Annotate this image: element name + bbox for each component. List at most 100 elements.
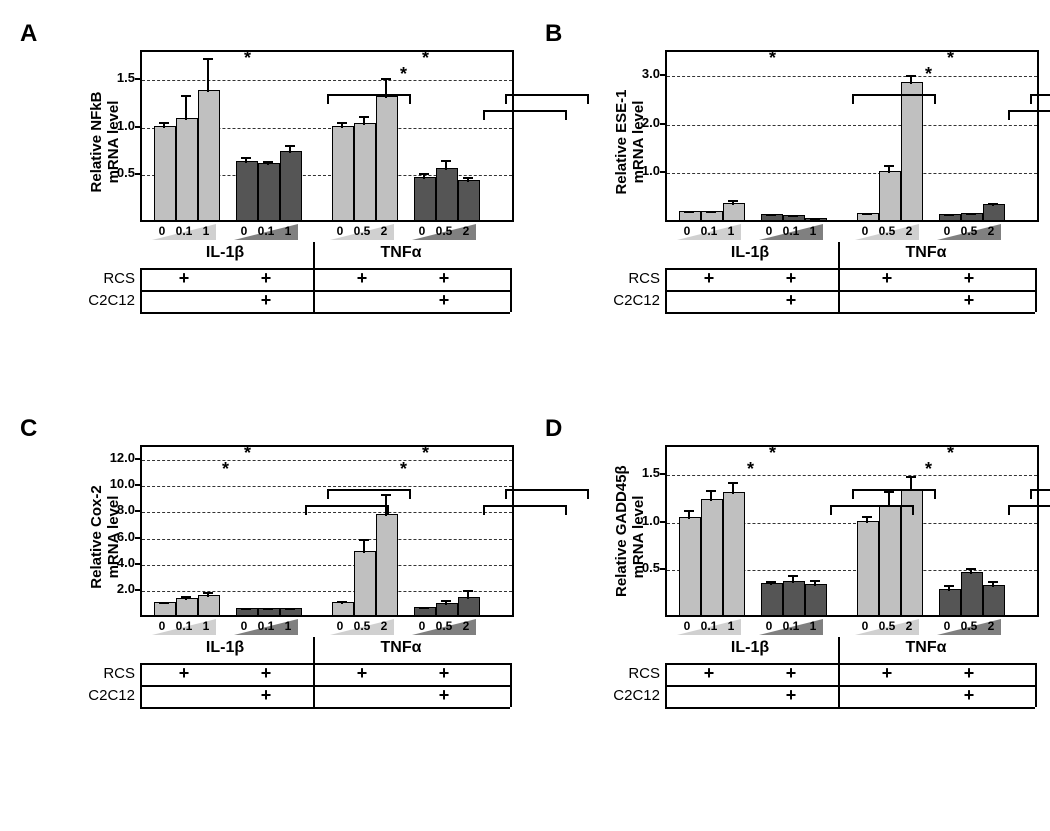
- error-cap: [419, 607, 429, 609]
- error-cap: [862, 213, 872, 215]
- significance-bracket: [325, 487, 413, 501]
- grid-line: [667, 475, 1037, 476]
- cond-mark: +: [436, 268, 452, 289]
- significance-star: *: [769, 443, 776, 464]
- error-cap: [788, 215, 798, 217]
- cond-mark: +: [258, 685, 274, 706]
- cond-row-label: RCS: [75, 665, 135, 682]
- cond-row-label: RCS: [600, 270, 660, 287]
- significance-star: *: [747, 459, 754, 480]
- error-cap: [766, 214, 776, 216]
- error-cap: [159, 602, 169, 604]
- bar: [280, 151, 302, 222]
- error-cap: [359, 539, 369, 541]
- cond-divider: [313, 637, 315, 707]
- x-axis: [665, 220, 1037, 222]
- treatment-label: IL-1β: [185, 639, 265, 657]
- error-cap: [944, 585, 954, 587]
- significance-bracket: [1006, 108, 1050, 122]
- cond-right-border: [1035, 663, 1037, 707]
- panel-label: B: [545, 20, 562, 48]
- dose-label: 2: [452, 619, 480, 633]
- dose-label: 1: [799, 619, 827, 633]
- treatment-label: TNFα: [361, 244, 441, 262]
- bar: [376, 514, 398, 617]
- bar: [236, 161, 258, 223]
- error-cap: [181, 95, 191, 97]
- error-cap: [966, 213, 976, 215]
- bar: [701, 499, 723, 617]
- dose-label: 1: [192, 619, 220, 633]
- bar: [354, 123, 376, 222]
- y-axis-label: Relative Cox-2mRNA level: [88, 477, 122, 597]
- y-tick: [660, 568, 665, 570]
- grid-line: [142, 591, 512, 592]
- grid-line: [667, 76, 1037, 77]
- error-cap: [684, 211, 694, 213]
- chart-area: ***: [140, 50, 514, 222]
- error-bar: [207, 59, 209, 92]
- y-tick: [660, 74, 665, 76]
- y-tick: [135, 563, 140, 565]
- treatment-label: TNFα: [361, 639, 441, 657]
- cond-mark: +: [783, 685, 799, 706]
- cond-mark: +: [961, 663, 977, 684]
- grid-line: [667, 173, 1037, 174]
- bar: [983, 585, 1005, 617]
- dose-label: 1: [192, 224, 220, 238]
- bar: [376, 96, 398, 222]
- y-tick: [660, 473, 665, 475]
- dose-label: 1: [799, 224, 827, 238]
- y-tick: [660, 123, 665, 125]
- error-cap: [337, 122, 347, 124]
- significance-star: *: [947, 48, 954, 69]
- error-cap: [684, 510, 694, 512]
- cond-right-border: [1035, 268, 1037, 312]
- cond-row-label: C2C12: [75, 292, 135, 309]
- significance-star: *: [244, 443, 251, 464]
- error-cap: [988, 203, 998, 205]
- y-tick: [135, 510, 140, 512]
- cond-table-top: [665, 268, 1035, 270]
- error-bar: [467, 591, 469, 599]
- bar: [414, 177, 436, 222]
- cond-mark: +: [783, 290, 799, 311]
- significance-star: *: [925, 459, 932, 480]
- treatment-label: TNFα: [886, 244, 966, 262]
- cond-table-top: [140, 663, 510, 665]
- cond-mark: +: [701, 268, 717, 289]
- significance-bracket: [1006, 503, 1050, 517]
- cond-row-divider: [665, 290, 1035, 292]
- error-cap: [706, 211, 716, 213]
- y-tick: [135, 589, 140, 591]
- error-bar: [185, 96, 187, 120]
- y-tick: [135, 458, 140, 460]
- bar: [354, 551, 376, 617]
- bar: [436, 168, 458, 222]
- bar: [783, 581, 805, 617]
- y-axis-label: Relative GADD45βmRNA level: [613, 477, 647, 597]
- dose-label: 2: [895, 619, 923, 633]
- x-axis: [140, 220, 512, 222]
- error-cap: [706, 490, 716, 492]
- error-bar: [910, 76, 912, 83]
- panel-label: A: [20, 20, 37, 48]
- cond-mark: +: [436, 290, 452, 311]
- treatment-label: TNFα: [886, 639, 966, 657]
- bar: [332, 126, 354, 222]
- cond-mark: +: [961, 290, 977, 311]
- panel-B: B***1.02.03.0Relative ESE-1mRNA level00.…: [545, 20, 1050, 415]
- treatment-label: IL-1β: [185, 244, 265, 262]
- error-cap: [906, 476, 916, 478]
- panel-label: C: [20, 415, 37, 443]
- bar: [805, 584, 827, 617]
- bar: [761, 583, 783, 617]
- error-cap: [419, 173, 429, 175]
- grid-line: [142, 539, 512, 540]
- panel-C: C****2.04.06.08.010.012.0Relative Cox-2m…: [20, 415, 545, 810]
- bar: [258, 163, 280, 222]
- bar: [857, 521, 879, 617]
- significance-star: *: [400, 459, 407, 480]
- panel-label: D: [545, 415, 562, 443]
- cond-row-divider: [665, 685, 1035, 687]
